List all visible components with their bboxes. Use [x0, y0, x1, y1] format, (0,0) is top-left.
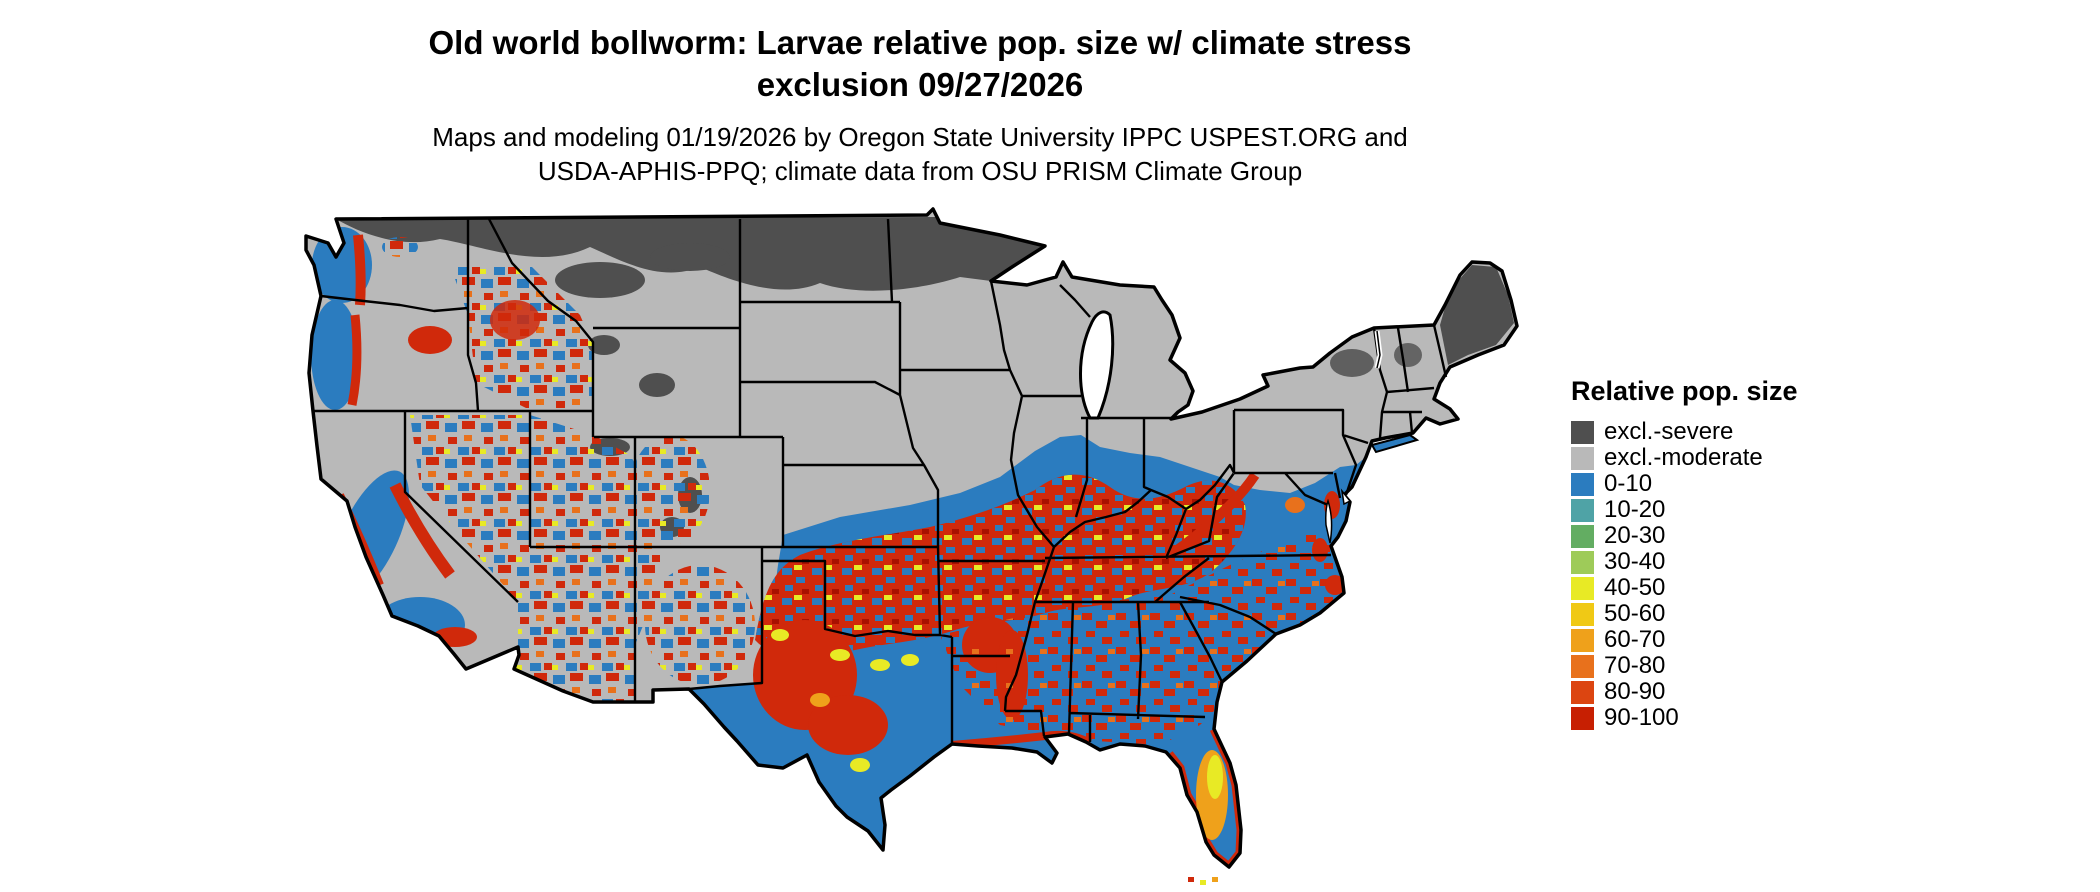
subtitle-line-1: Maps and modeling 01/19/2026 by Oregon S… [432, 122, 1408, 152]
figure-subtitle: Maps and modeling 01/19/2026 by Oregon S… [0, 120, 1840, 188]
state-borders [313, 218, 1448, 744]
legend-label: 10-20 [1604, 496, 1666, 523]
legend-entry: 10-20 [1571, 497, 1871, 523]
yellow-accent [901, 654, 919, 666]
legend-entry: 90-100 [1571, 705, 1871, 731]
legend-label: excl.-severe [1604, 418, 1734, 445]
legend-label: 20-30 [1604, 522, 1666, 549]
keys-speck [1188, 877, 1194, 882]
legend-label: 80-90 [1604, 678, 1666, 705]
red-appalachia [1167, 472, 1260, 560]
us-outline [304, 207, 1519, 869]
mottle-colorado [630, 435, 710, 545]
legend-label: 0-10 [1604, 470, 1653, 497]
red-patch-nc [1325, 575, 1345, 595]
excl-severe-maine [1440, 265, 1514, 365]
legend-label: 30-40 [1604, 548, 1666, 575]
legend-swatch [1571, 472, 1594, 496]
subtitle-line-2: USDA-APHIS-PPQ; climate data from OSU PR… [537, 156, 1303, 186]
legend-entries: excl.-severe excl.-moderate 0-10 10-20 20-30… [1571, 419, 1871, 731]
red-idaho-mtns [490, 300, 540, 340]
legend-entry: 0-10 [1571, 471, 1871, 497]
yellow-fl-center [1207, 755, 1223, 799]
keys-speck [1212, 877, 1218, 882]
yellow-accent [771, 629, 789, 641]
legend: Relative pop. size excl.-severe excl.-mod… [1571, 376, 1871, 731]
legend-swatch [1571, 498, 1594, 522]
red-patch-va [1312, 538, 1328, 562]
legend-swatch [1571, 680, 1594, 704]
legend-label: 40-50 [1604, 574, 1666, 601]
raster-layers [306, 209, 1517, 867]
mottle-wa-ne [382, 237, 418, 257]
mottle-new-mexico [645, 565, 755, 685]
legend-label: 60-70 [1604, 626, 1666, 653]
legend-entry: 40-50 [1571, 575, 1871, 601]
red-blue-mtns [408, 326, 452, 354]
legend-label: 90-100 [1604, 704, 1679, 731]
legend-entry: excl.-moderate [1571, 445, 1871, 471]
us-map [300, 205, 1530, 892]
excl-severe-patch [1330, 349, 1374, 377]
us-map-svg [304, 207, 1519, 885]
excl-severe-patch [1394, 343, 1422, 367]
figure-title: Old world bollworm: Larvae relative pop.… [0, 22, 1840, 106]
legend-swatch [1571, 524, 1594, 548]
red-cascades-n [353, 234, 366, 306]
legend-swatch [1571, 550, 1594, 574]
yellow-accent [830, 649, 850, 661]
red-patch-tx-hill [808, 695, 888, 755]
legend-swatch [1571, 602, 1594, 626]
red-cascades-s [347, 314, 362, 406]
orange-patch-md [1285, 497, 1305, 513]
excl-severe-patch [588, 335, 620, 355]
title-line-1: Old world bollworm: Larvae relative pop.… [428, 24, 1412, 61]
red-band-mottle [755, 474, 1246, 658]
legend-label: 70-80 [1604, 652, 1666, 679]
legend-swatch [1571, 706, 1594, 730]
legend-entry: 30-40 [1571, 549, 1871, 575]
legend-entry: 60-70 [1571, 627, 1871, 653]
yellow-accent [870, 659, 890, 671]
blue-patch-or [311, 300, 359, 410]
legend-label: excl.-moderate [1604, 444, 1763, 471]
legend-label: 50-60 [1604, 600, 1666, 627]
yellow-accent [850, 758, 870, 772]
lake-michigan [1079, 310, 1115, 420]
mottle-great-basin [410, 415, 660, 702]
excl-severe-patch [555, 262, 645, 298]
red-sierra [389, 482, 455, 579]
legend-swatch [1571, 446, 1594, 470]
legend-swatch [1571, 654, 1594, 678]
legend-swatch [1571, 628, 1594, 652]
legend-entry: excl.-severe [1571, 419, 1871, 445]
orange-accent [810, 693, 830, 707]
legend-entry: 50-60 [1571, 601, 1871, 627]
excl-severe-patch [639, 373, 675, 397]
keys-speck [1200, 880, 1206, 885]
chesapeake-bay [1325, 498, 1333, 544]
legend-swatch [1571, 420, 1594, 444]
legend-entry: 80-90 [1571, 679, 1871, 705]
legend-title: Relative pop. size [1571, 376, 1798, 406]
legend-entry: 70-80 [1571, 653, 1871, 679]
title-line-2: exclusion 09/27/2026 [756, 66, 1084, 103]
long-island [1370, 433, 1420, 454]
delaware-bay [1340, 488, 1352, 506]
legend-entry: 20-30 [1571, 523, 1871, 549]
lake-champlain-edge [1376, 330, 1381, 369]
legend-swatch [1571, 576, 1594, 600]
excl-severe-patch [650, 243, 730, 271]
